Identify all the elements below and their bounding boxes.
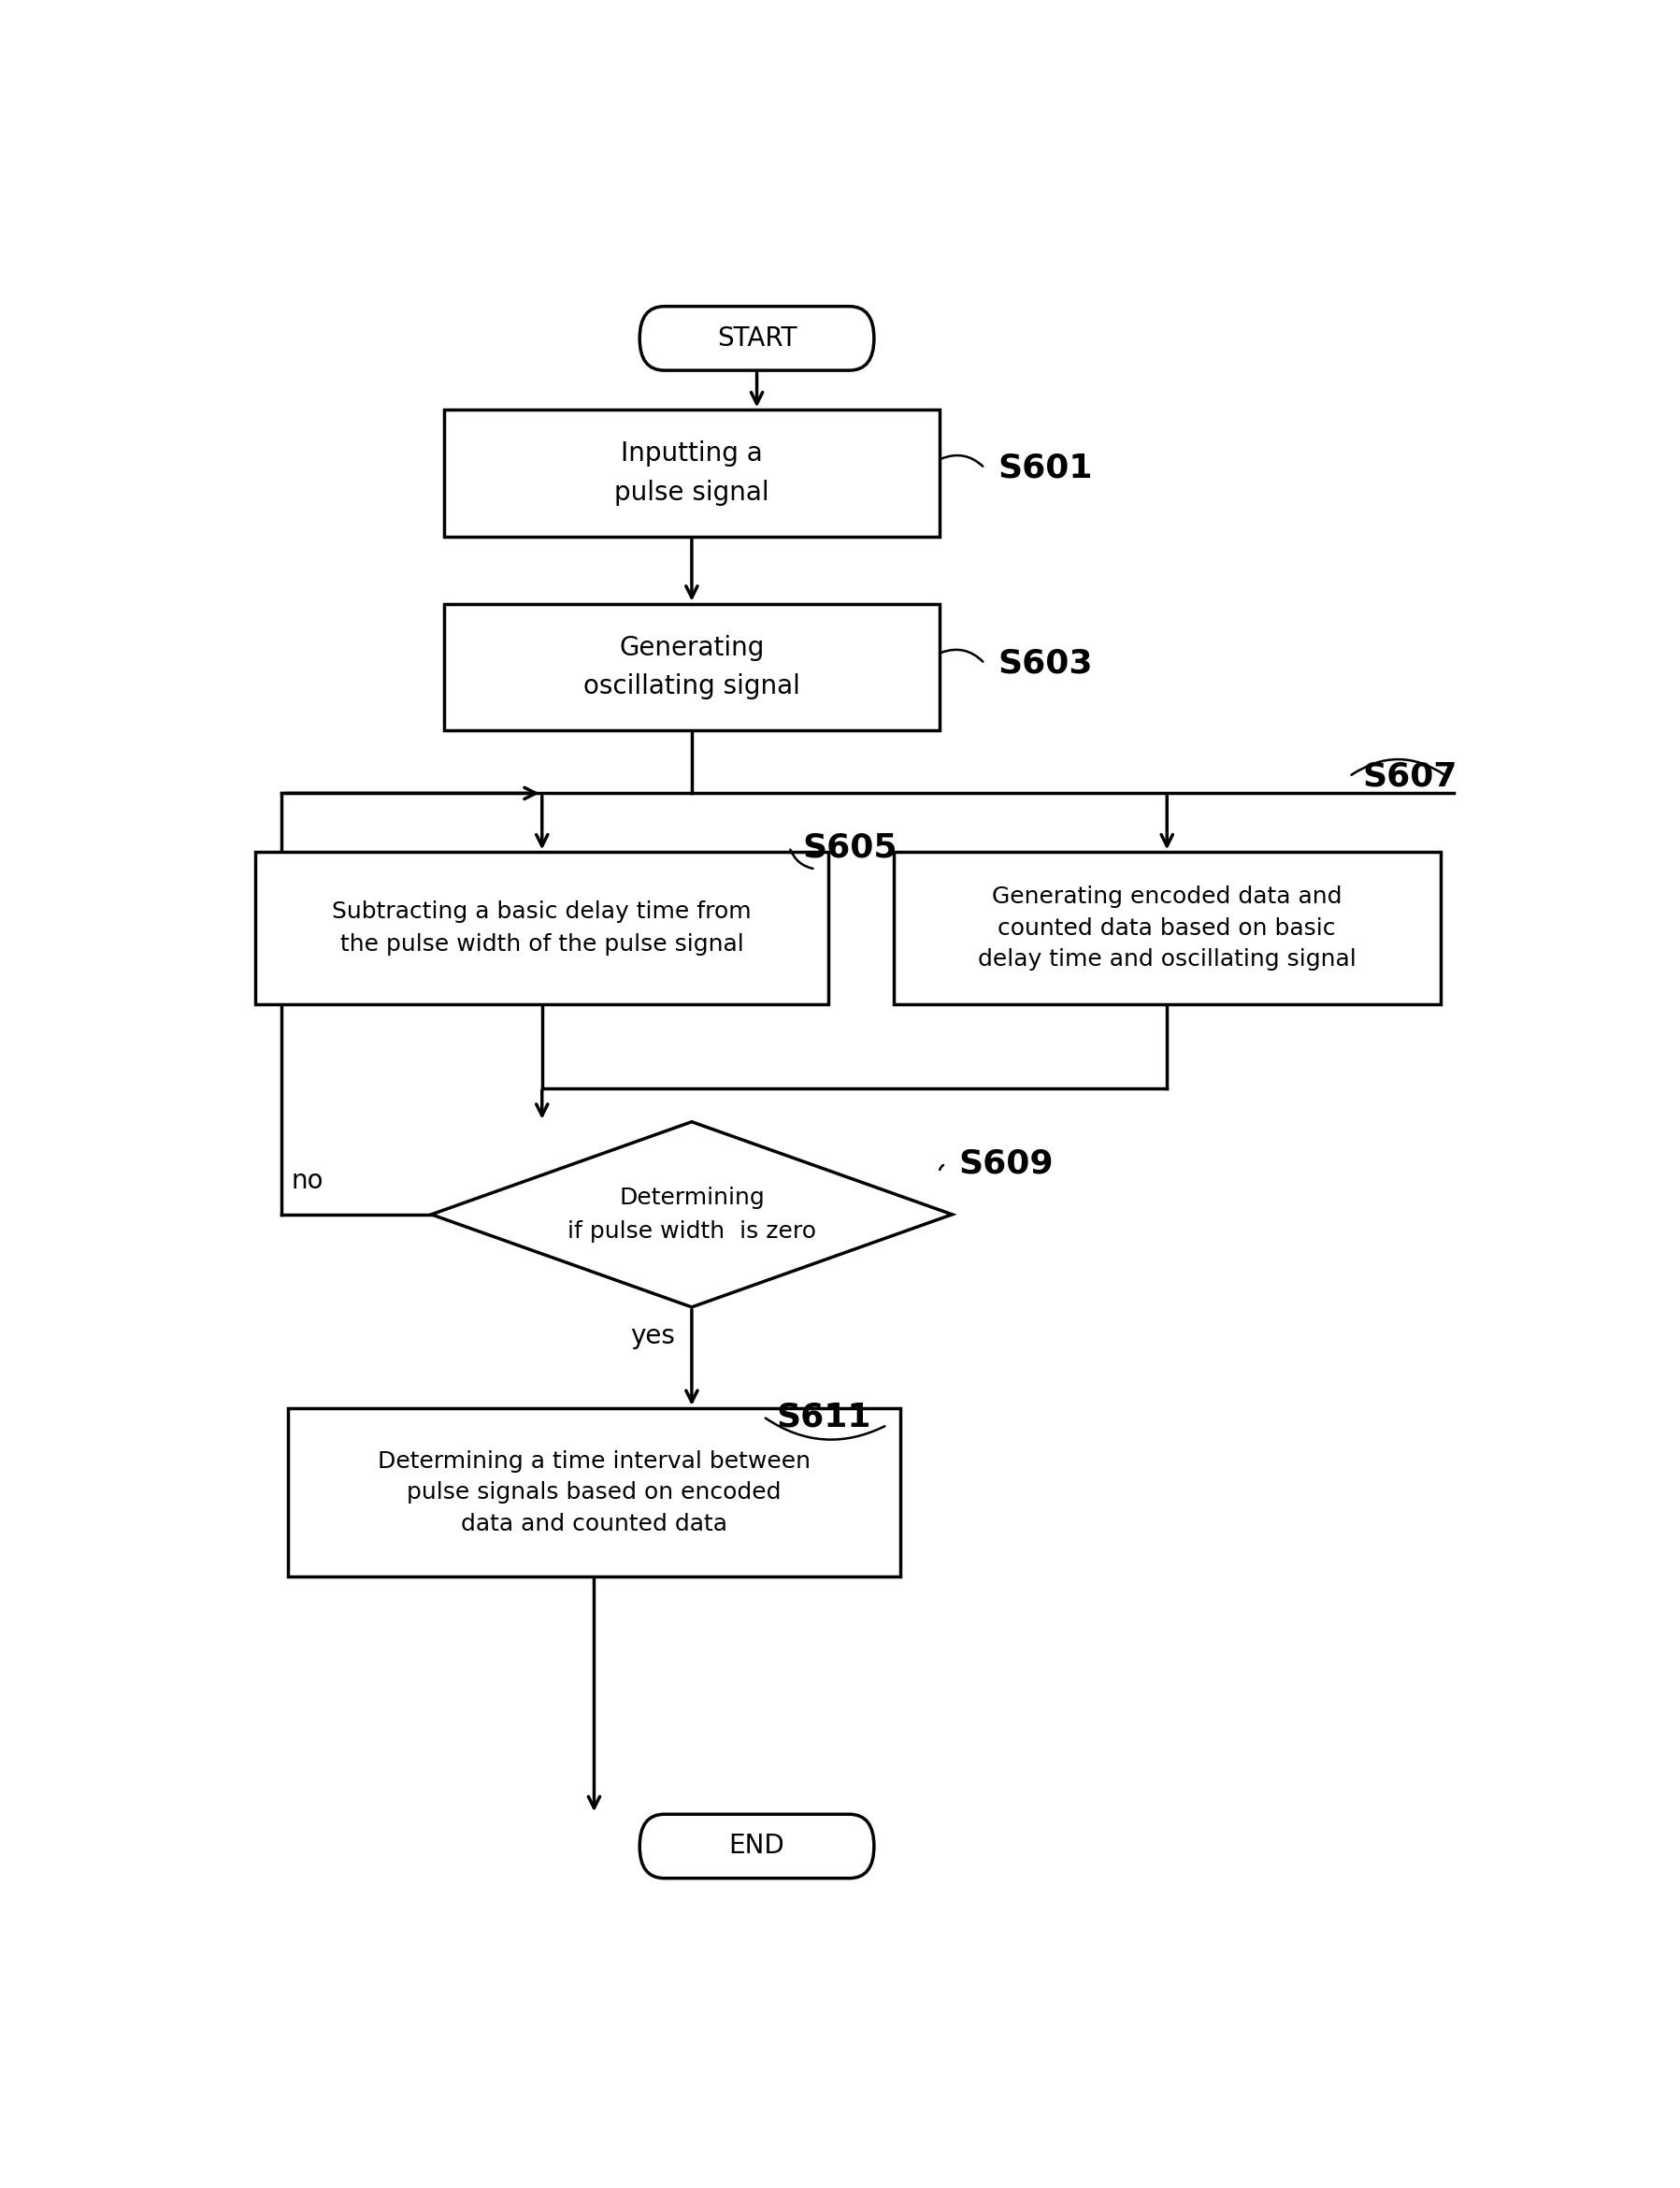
Text: Generating
oscillating signal: Generating oscillating signal: [583, 635, 800, 700]
Text: START: START: [717, 326, 796, 352]
Text: S609: S609: [959, 1149, 1053, 1179]
Text: S601: S601: [998, 453, 1092, 484]
Text: END: END: [729, 1834, 785, 1860]
Text: Subtracting a basic delay time from
the pulse width of the pulse signal: Subtracting a basic delay time from the …: [333, 899, 751, 956]
Bar: [289, 1409, 900, 1578]
Bar: [894, 853, 1440, 1004]
Bar: [444, 604, 939, 731]
Text: S607: S607: [1362, 761, 1457, 792]
Bar: [444, 409, 939, 536]
Text: S611: S611: [776, 1400, 872, 1433]
Text: Determining
if pulse width  is zero: Determining if pulse width is zero: [568, 1186, 816, 1243]
Text: no: no: [292, 1168, 324, 1195]
FancyBboxPatch shape: [640, 306, 874, 370]
Text: S605: S605: [803, 831, 897, 862]
FancyBboxPatch shape: [640, 1814, 874, 1877]
Text: Generating encoded data and
counted data based on basic
delay time and oscillati: Generating encoded data and counted data…: [978, 886, 1356, 971]
Bar: [255, 853, 828, 1004]
Polygon shape: [432, 1122, 953, 1306]
Text: Inputting a
pulse signal: Inputting a pulse signal: [615, 440, 769, 505]
Text: yes: yes: [630, 1324, 675, 1348]
Text: Determining a time interval between
pulse signals based on encoded
data and coun: Determining a time interval between puls…: [378, 1451, 810, 1536]
Text: S603: S603: [998, 648, 1092, 680]
